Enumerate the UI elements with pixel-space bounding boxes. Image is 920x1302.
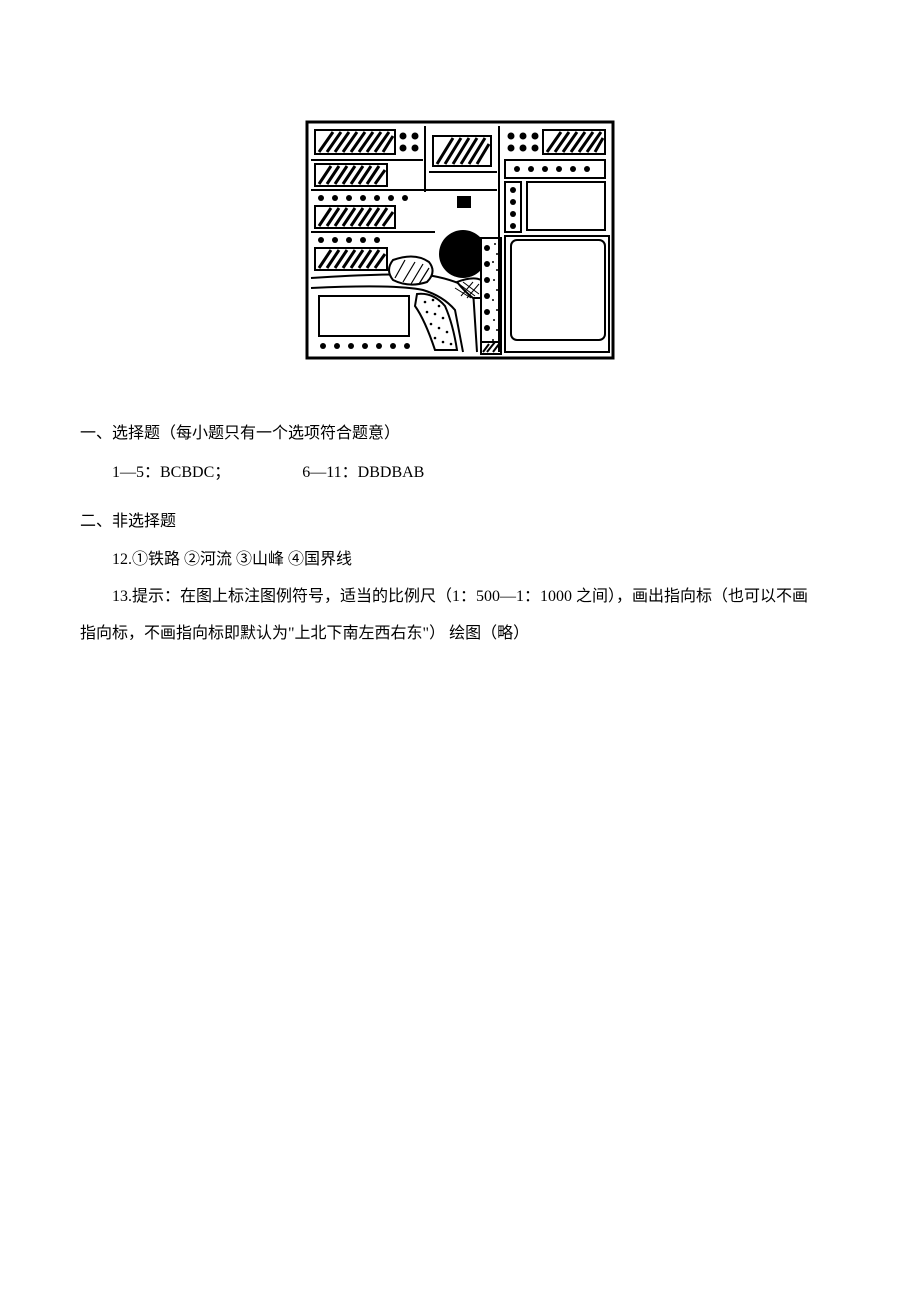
map-figure xyxy=(80,120,840,360)
answers-1-5: 1—5：BCBDC； xyxy=(80,459,230,488)
section2-heading: 二、非选择题 xyxy=(80,508,840,537)
q13-answer-line1: 13.提示：在图上标注图例符号，适当的比例尺（1：500—1：1000 之间），… xyxy=(80,583,840,612)
section1-answers: 1—5：BCBDC； 6—11：DBDBAB xyxy=(80,459,840,488)
map-svg xyxy=(305,120,615,360)
q12-answer: 12.①铁路 ②河流 ③山峰 ④国界线 xyxy=(80,546,840,575)
q13-answer-line2: 指向标，不画指向标即默认为"上北下南左西右东"） 绘图（略） xyxy=(80,620,840,649)
answers-6-11: 6—11：DBDBAB xyxy=(270,459,424,488)
section1-heading: 一、选择题（每小题只有一个选项符合题意） xyxy=(80,420,840,449)
